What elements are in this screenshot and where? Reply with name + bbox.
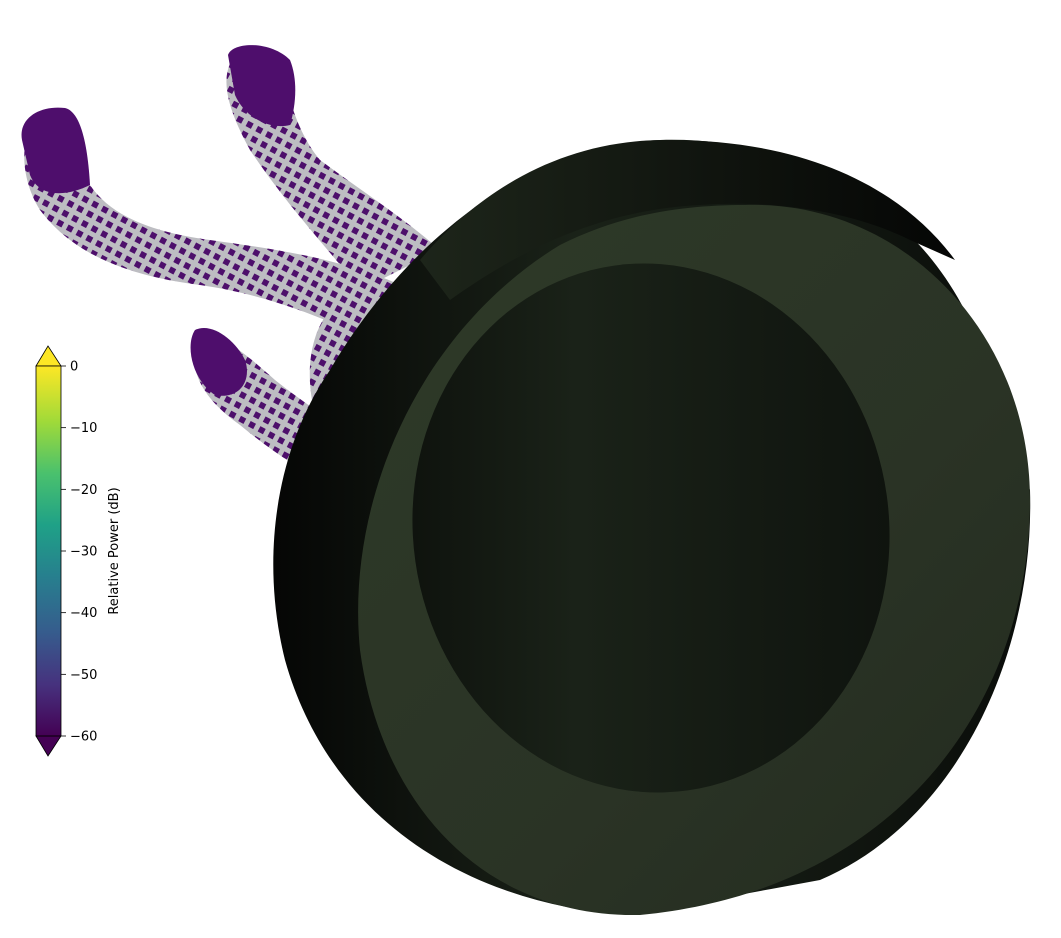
left-leg <box>24 118 430 346</box>
colorbar-label: Relative Power (dB) <box>107 487 122 614</box>
colorbar-ticks: 0 −10 −20 −30 −40 −50 −60 <box>61 360 97 745</box>
colorbar: 0 −10 −20 −30 −40 −50 −60 Relative Power (dB) <box>35 345 122 757</box>
colorbar-tick-label: −10 <box>70 421 97 436</box>
colorbar-tick-label: −40 <box>70 606 97 621</box>
colorbar-tick-label: −30 <box>70 545 97 560</box>
colorbar-tick-label: 0 <box>70 360 78 375</box>
left-foot <box>21 107 90 194</box>
colorbar-extend-max <box>35 345 62 367</box>
colorbar-tick-label: −50 <box>70 668 97 683</box>
ring-front-face <box>358 204 1031 916</box>
left-hand <box>190 328 247 396</box>
colorbar-tick-label: −20 <box>70 483 97 498</box>
antenna-ring <box>273 139 1031 916</box>
colorbar-tick-label: −60 <box>70 730 97 745</box>
right-foot <box>228 45 296 127</box>
ring-top-band <box>420 139 955 300</box>
colorbar-gradient <box>36 366 61 736</box>
colorbar-extend-min <box>35 735 62 757</box>
